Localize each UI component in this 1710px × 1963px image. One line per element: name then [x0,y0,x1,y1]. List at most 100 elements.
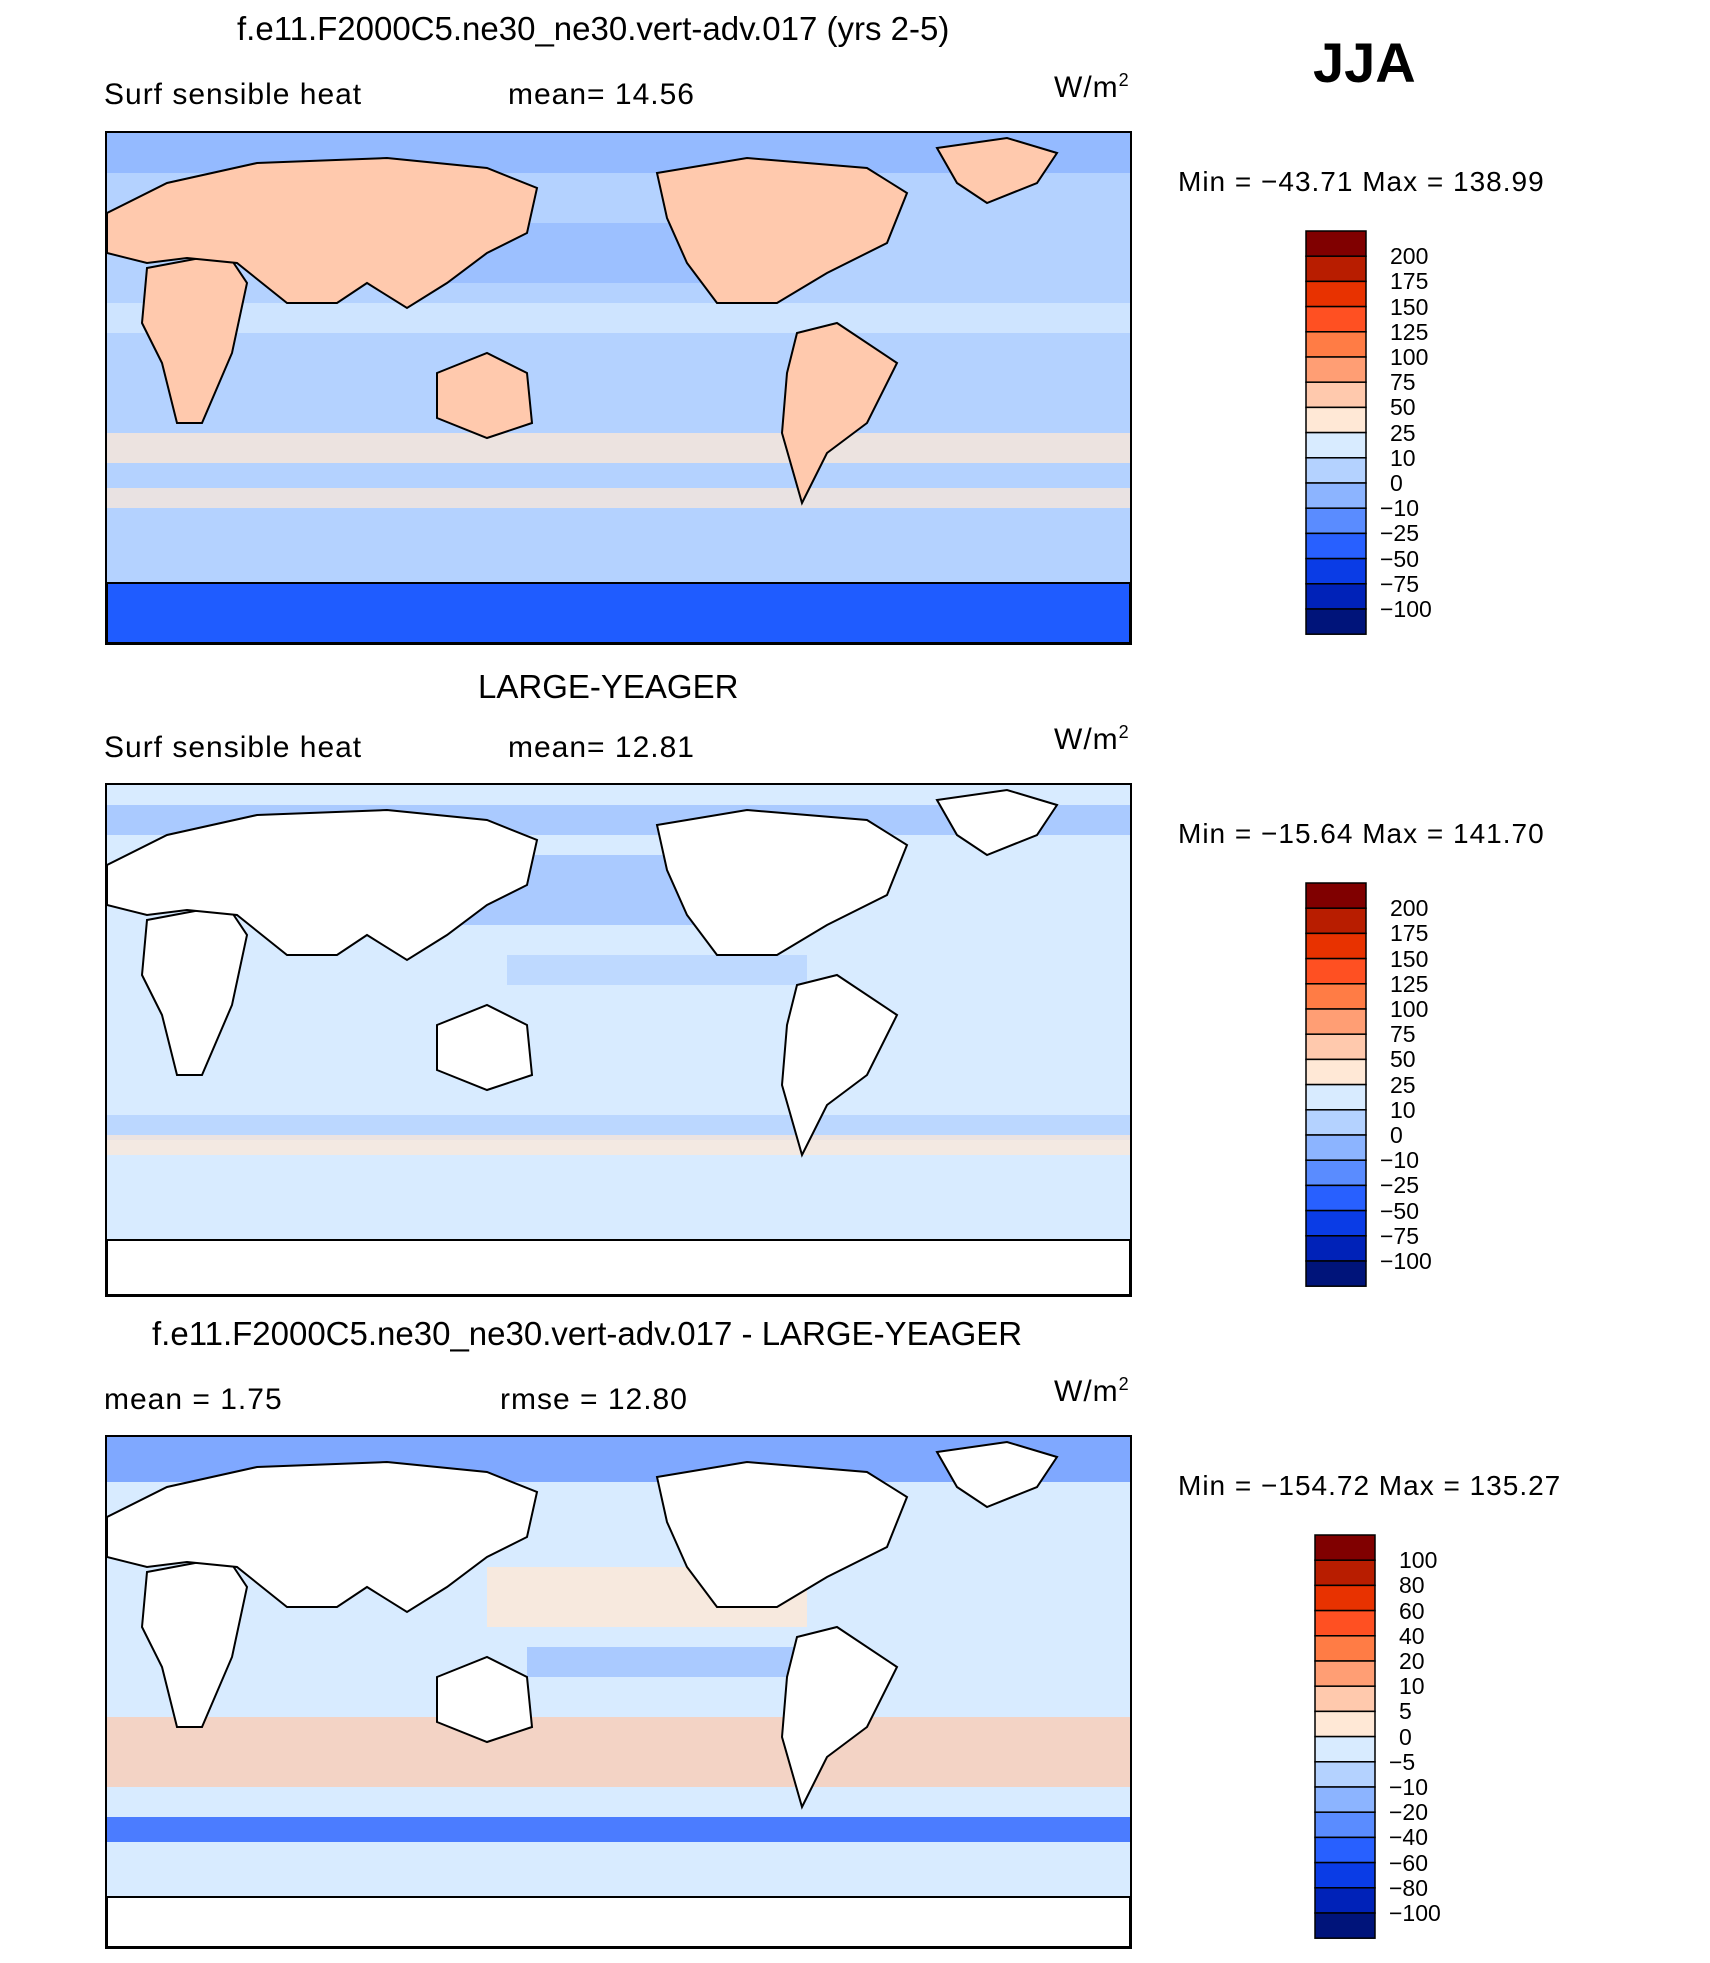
panel-3-title: f.e11.F2000C5.ne30_ne30.vert-adv.017 - L… [152,1315,1023,1352]
panel-2-colorbar: 200 175 150 125 100 75 50 25 10 0 −10 −25 −50 −75 −100 [1304,881,1432,1292]
colorbar-tick-label: 25 [1390,1071,1416,1098]
colorbar-tick-label: 50 [1390,394,1416,421]
panel-2-map [105,783,1132,1297]
colorbar-tick-label: −80 [1389,1874,1429,1901]
panel-1-southern-band [107,433,1130,463]
colorbar-swatch [1305,230,1367,257]
panel-3-north-america [655,1460,909,1608]
panel-1-eurasia [107,156,539,310]
colorbar-swatch [1305,983,1367,1010]
panel-2-antarctica [107,1239,1130,1295]
panel-3-map [105,1435,1132,1949]
panel-2-subantarctic-band [107,1135,1130,1155]
panel-1-tropical-band [107,303,1130,333]
panel-1-map-svg [107,133,1130,643]
colorbar-tick-label: 100 [1399,1547,1438,1574]
colorbar-tick-label: 50 [1390,1046,1416,1073]
colorbar-tick-label: 175 [1390,920,1429,947]
colorbar-tick-label: −100 [1380,596,1432,622]
colorbar-tick-label: −20 [1389,1799,1429,1826]
colorbar-tick-label: 80 [1399,1572,1425,1599]
colorbar-swatch [1314,1710,1376,1738]
colorbar-tick-label: 150 [1390,293,1429,320]
panel-2-colorbar-svg [1305,882,1367,1287]
panel-2-variable: Surf sensible heat [104,731,363,764]
panel-1-south-america [780,321,899,506]
colorbar-tick-label: 60 [1399,1597,1425,1624]
panel-3-colorbar-svg [1314,1534,1376,1939]
colorbar-tick-label: −75 [1380,1222,1420,1249]
colorbar-swatch [1314,1559,1376,1587]
colorbar-tick-label: −25 [1380,520,1420,547]
panel-1-mean: mean= 14.56 [508,78,695,111]
colorbar-swatch [1305,608,1367,635]
colorbar-swatch [1314,1635,1376,1662]
colorbar-swatch [1305,1008,1367,1035]
colorbar-tick-label: 75 [1390,1021,1416,1048]
panel-2-greenland [935,788,1059,857]
colorbar-tick-label: 200 [1390,895,1429,922]
colorbar-swatch [1314,1609,1376,1637]
panel-3-antarctica [107,1896,1130,1947]
colorbar-tick-label: −100 [1380,1248,1432,1274]
colorbar-tick-label: 0 [1399,1723,1412,1750]
colorbar-tick-label: 10 [1390,444,1416,471]
colorbar-tick-label: −100 [1389,1900,1441,1926]
colorbar-swatch [1305,507,1367,535]
panel-2-north-america [655,808,909,956]
colorbar-swatch [1305,882,1367,909]
colorbar-swatch [1305,1109,1367,1136]
panel-3-south-america [780,1625,899,1810]
colorbar-swatch [1314,1786,1376,1813]
colorbar-swatch [1305,957,1367,985]
panel-2-tropical-band [507,955,807,985]
panel-2-south-america [780,973,899,1158]
panel-3-tropical-band [527,1647,807,1677]
colorbar-tick-label: 0 [1390,1122,1403,1148]
colorbar-swatch [1305,1235,1367,1262]
colorbar-swatch [1305,280,1367,308]
panel-3-map-svg [107,1437,1130,1947]
colorbar-tick-label: 40 [1399,1622,1425,1649]
colorbar-swatch [1305,381,1367,409]
colorbar-tick-label: −75 [1380,570,1420,597]
panel-2-title: LARGE-YEAGER [478,668,739,705]
panel-1-units: W/m2 [1054,70,1130,104]
colorbar-swatch [1314,1660,1376,1687]
colorbar-tick-label: −40 [1389,1824,1429,1851]
colorbar-swatch [1305,457,1367,484]
colorbar-tick-label: 100 [1390,996,1429,1022]
colorbar-swatch [1305,583,1367,610]
colorbar-tick-label: 0 [1390,470,1403,496]
colorbar-swatch [1314,1761,1376,1788]
colorbar-tick-label: 75 [1390,369,1416,396]
panel-1-greenland [935,136,1059,205]
season-label: JJA [1313,31,1416,94]
colorbar-tick-label: 150 [1390,945,1429,972]
colorbar-swatch [1314,1861,1376,1889]
colorbar-swatch [1305,431,1367,459]
panel-1-north-america [655,156,909,304]
colorbar-swatch [1305,1083,1367,1111]
colorbar-tick-label: −10 [1380,1147,1420,1174]
colorbar-tick-label: −60 [1389,1849,1429,1876]
panel-3-rmse: rmse = 12.80 [500,1383,688,1416]
colorbar-tick-label: 200 [1390,243,1429,270]
panel-3-storm-band [107,1817,1130,1842]
panel-2-minmax: Min = −15.64 Max = 141.70 [1178,818,1545,849]
colorbar-swatch [1305,1134,1367,1161]
colorbar-swatch [1314,1735,1376,1763]
colorbar-tick-label: −5 [1389,1748,1416,1775]
colorbar-swatch [1314,1534,1376,1561]
colorbar-swatch [1314,1836,1376,1864]
colorbar-swatch [1314,1887,1376,1914]
colorbar-tick-label: 20 [1399,1648,1425,1674]
colorbar-swatch [1305,305,1367,333]
panel-3-minmax: Min = −154.72 Max = 135.27 [1178,1470,1562,1501]
panel-1-australia [436,351,534,440]
colorbar-swatch [1305,557,1367,585]
colorbar-swatch [1314,1811,1376,1839]
panel-2-units: W/m2 [1054,722,1130,756]
panel-3-australia [436,1655,534,1744]
panel-1-map [105,131,1132,645]
